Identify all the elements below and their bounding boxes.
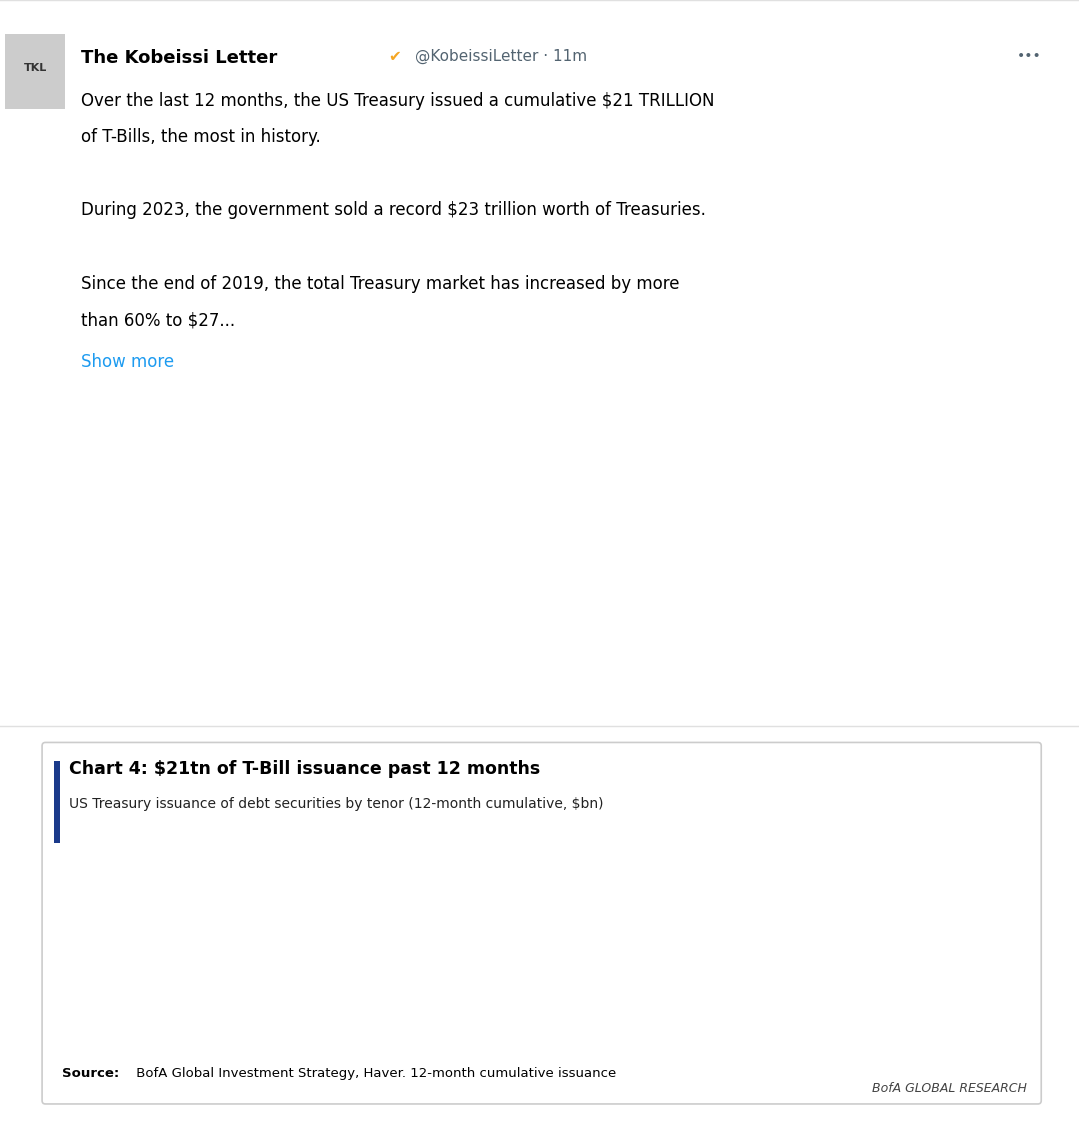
Text: The Kobeissi Letter: The Kobeissi Letter xyxy=(81,49,277,67)
Text: Since the end of 2019, the total Treasury market has increased by more: Since the end of 2019, the total Treasur… xyxy=(81,275,680,293)
Text: US Treasury issuance of debt securities by tenor (12-month cumulative, $bn): US Treasury issuance of debt securities … xyxy=(69,797,603,811)
Text: TKL: TKL xyxy=(24,63,46,73)
Text: •••: ••• xyxy=(1016,49,1041,63)
Text: ✔: ✔ xyxy=(388,49,401,64)
Text: @KobeissiLetter · 11m: @KobeissiLetter · 11m xyxy=(415,49,588,64)
Legend: US Treasury issuance of T-bills ($ tn), Notes, Bonds: US Treasury issuance of T-bills ($ tn), … xyxy=(112,837,568,861)
Text: Source:: Source: xyxy=(62,1067,119,1080)
Text: BofA Global Investment Strategy, Haver. 12-month cumulative issuance: BofA Global Investment Strategy, Haver. … xyxy=(132,1067,616,1080)
Text: Chart 4: $21tn of T-Bill issuance past 12 months: Chart 4: $21tn of T-Bill issuance past 1… xyxy=(69,760,541,778)
Text: @KOBEISSILETTER: @KOBEISSILETTER xyxy=(368,956,554,975)
Text: Over the last 12 months, the US Treasury issued a cumulative $21 TRILLION: Over the last 12 months, the US Treasury… xyxy=(81,92,714,110)
Text: During 2023, the government sold a record $23 trillion worth of Treasuries.: During 2023, the government sold a recor… xyxy=(81,201,706,220)
Text: BofA GLOBAL RESEARCH: BofA GLOBAL RESEARCH xyxy=(872,1082,1027,1095)
Text: of T-Bills, the most in history.: of T-Bills, the most in history. xyxy=(81,128,320,146)
Text: Show more: Show more xyxy=(81,353,174,372)
Text: than 60% to $27...: than 60% to $27... xyxy=(81,311,235,329)
